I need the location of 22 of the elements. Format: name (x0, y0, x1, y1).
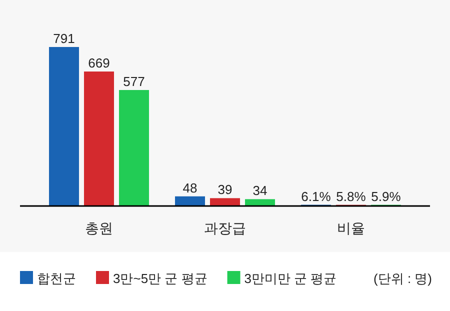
data-label: 791 (53, 31, 75, 46)
bar (49, 47, 79, 206)
legend-label: 3만미만 군 평균 (244, 271, 337, 286)
bar (210, 198, 240, 206)
data-label: 577 (123, 74, 145, 90)
bar (84, 72, 114, 206)
data-label: 34 (252, 183, 268, 198)
bar (245, 199, 275, 206)
legend-label: 3만~5만 군 평균 (113, 271, 208, 286)
data-label: 5.8% (336, 188, 366, 204)
data-label: 48 (182, 180, 198, 196)
text: (단위 : 명) (374, 271, 432, 286)
x-tick-label: 과장급 (204, 220, 246, 236)
x-tick-label: 비율 (337, 220, 365, 236)
data-label: 39 (218, 182, 232, 198)
data-label: 669 (88, 56, 110, 71)
legend-label: 합천군 (37, 271, 76, 286)
data-label: 5.9% (371, 188, 402, 204)
bar (119, 90, 149, 206)
bar (175, 196, 205, 206)
x-tick-label: 총원 (85, 220, 113, 236)
data-label: 6.1% (301, 188, 332, 204)
